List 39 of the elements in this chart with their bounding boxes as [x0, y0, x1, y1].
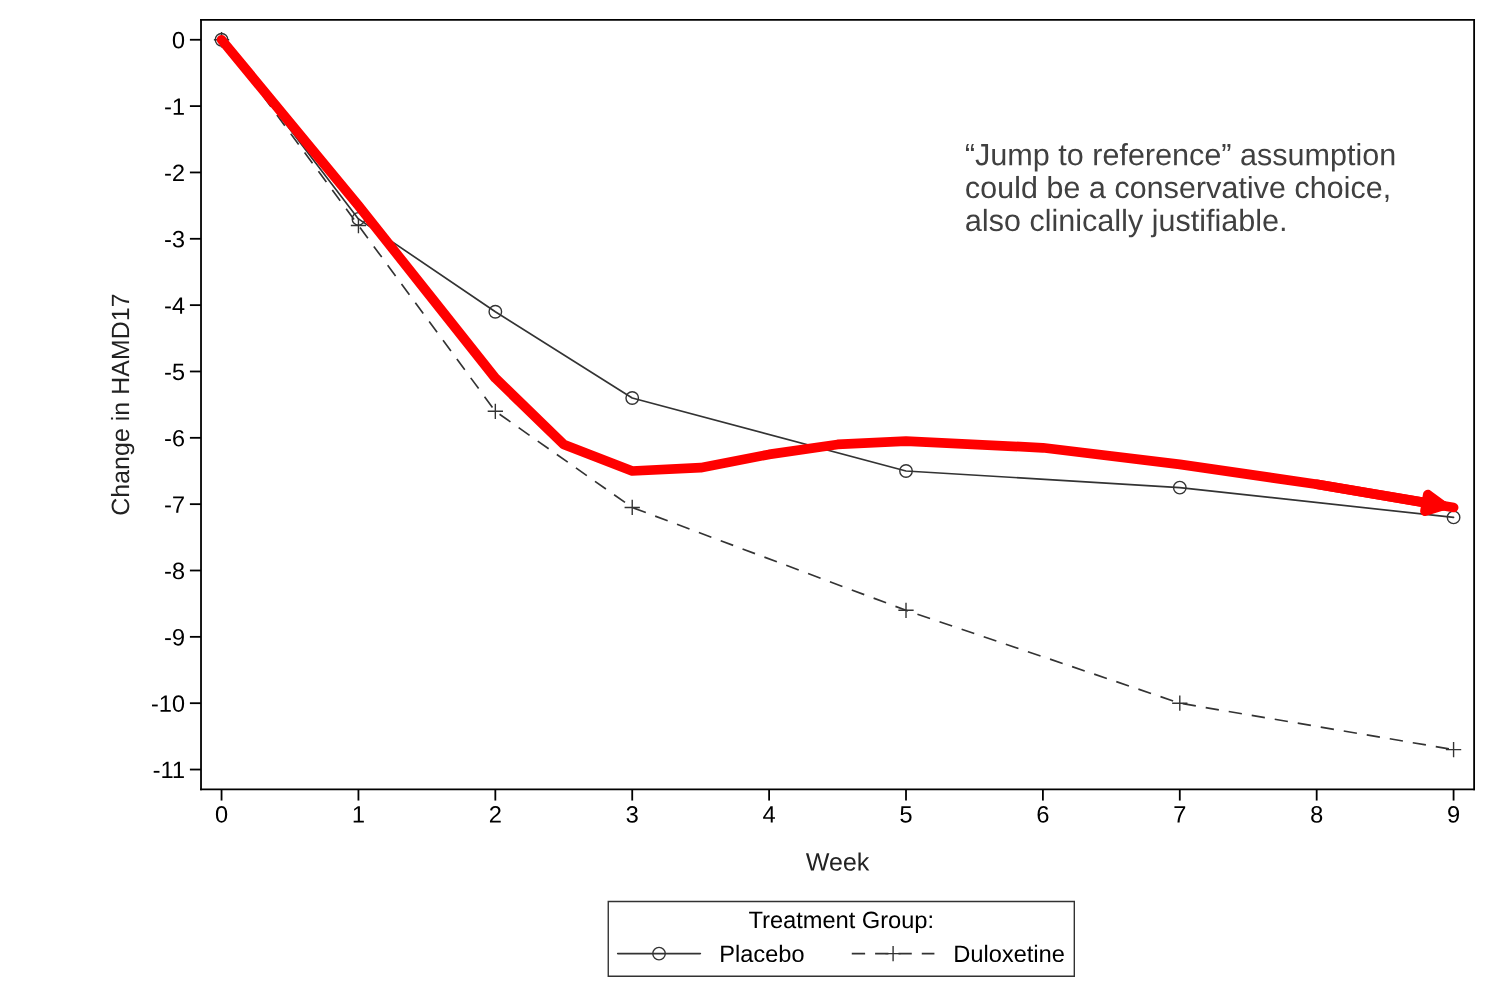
point — [623, 499, 641, 516]
point — [1171, 694, 1189, 712]
y-tick-label: -1 — [165, 98, 184, 115]
y-tick-label: -5 — [165, 363, 185, 381]
legend-label: Duloxetine — [955, 944, 1064, 963]
point — [1445, 741, 1462, 758]
x-tick-label: 9 — [1448, 806, 1460, 823]
point — [350, 217, 367, 234]
point — [486, 402, 504, 420]
x-tick-label: 5 — [900, 806, 912, 823]
y-tick-label: -6 — [165, 429, 185, 447]
annotation: “Jump to reference” assumption could be a conservative choice, also clinically justifiable. — [965, 142, 1395, 238]
point — [897, 601, 915, 619]
y-tick-label: -3 — [165, 230, 185, 248]
x-tick-label: 1 — [353, 806, 364, 823]
x-axis-title: Week — [805, 852, 870, 871]
x-tick-label: 8 — [1311, 806, 1323, 823]
y-tick-label: -8 — [165, 562, 185, 580]
point — [1172, 480, 1187, 495]
point — [899, 464, 913, 478]
x-tick-label: 2 — [489, 806, 501, 823]
x-tick-label: 3 — [626, 806, 638, 823]
legend-title: Treatment Group: — [749, 911, 932, 933]
y-tick-label: -9 — [165, 628, 184, 646]
point — [488, 304, 503, 319]
point — [625, 391, 640, 405]
x-tick-label: 7 — [1174, 806, 1186, 823]
y-tick-label: -11 — [153, 761, 184, 779]
x-tick-label: 0 — [215, 806, 228, 823]
y-tick-label: -10 — [151, 695, 185, 712]
y-tick-label: -2 — [165, 164, 184, 181]
legend-label: Placebo — [721, 944, 804, 963]
y-tick-label: 0 — [172, 31, 185, 49]
point — [1446, 510, 1461, 525]
x-tick-label: 4 — [763, 806, 775, 823]
y-axis-title: Change in HAMD17 — [110, 294, 135, 515]
y-tick-label: -7 — [165, 496, 184, 513]
x-tick-label: 6 — [1037, 806, 1049, 823]
y-tick-label: -4 — [165, 297, 185, 314]
